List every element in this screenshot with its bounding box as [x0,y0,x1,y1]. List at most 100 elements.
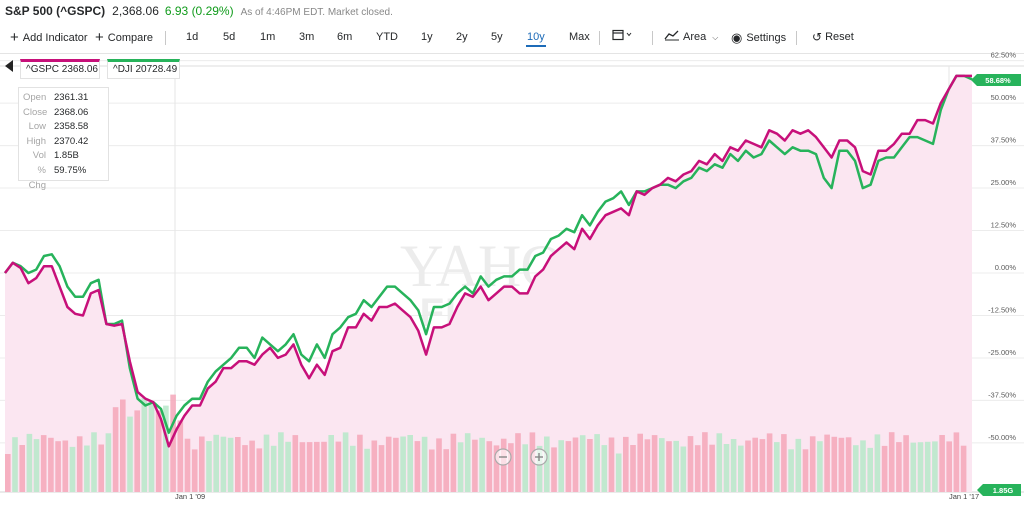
y-tick-label: 12.50% [991,221,1017,230]
legend-dji-label: ^DJI 20728.49 [113,64,178,75]
open-label: Open [23,92,47,103]
volume-bar [191,449,198,492]
y-tick-label: -37.50% [988,390,1016,399]
volume-bar [472,439,478,492]
volume-bar [946,441,952,492]
y-tick-label: 62.50% [991,51,1017,60]
price-change: 6.93 (0.29%) [164,4,234,18]
volume-bar [76,436,83,492]
volume-bar [903,435,909,492]
volume-bar [12,437,18,492]
volume-bar [155,410,162,492]
collapse-legend-icon[interactable] [5,60,13,72]
volume-bar [838,437,845,492]
volume-bar [457,442,464,492]
volume-bar [350,445,356,492]
market-status: As of 4:46PM EDT. Market closed. [240,7,393,18]
range-6m[interactable]: 6m [337,31,353,43]
volume-bar [199,436,205,492]
add-indicator-button[interactable]: + Add Indicator [10,22,88,53]
volume-bar [170,394,176,492]
volume-bar [242,445,248,492]
quote-header: S&P 500 (^GSPC) 2,368.06 6.93 (0.29%) As… [5,4,393,18]
dji-series-line [4,74,973,434]
zoom-in-button[interactable] [530,448,548,466]
zoom-out-button[interactable] [494,448,512,466]
volume-bar [342,432,349,492]
volume-bar [421,436,428,492]
volume-bar [26,433,33,492]
high-value: 2370.42 [54,135,89,147]
settings-button[interactable]: ◉ Settings [731,22,786,53]
legend-dji[interactable]: ^DJI 20728.49 [107,59,180,79]
range-3m[interactable]: 3m [299,31,315,43]
low-value: 2358.58 [54,121,89,133]
volume-bar [522,444,528,492]
volume-bar [479,437,485,492]
y-tick-label: -25.00% [988,348,1016,357]
volume-bar [62,440,69,492]
volume-bar [644,439,651,492]
volume-bar [881,445,888,492]
range-5d[interactable]: 5d [223,31,236,43]
volume-bar [429,449,435,492]
volume-bar [680,446,687,492]
volume-bar [953,432,960,492]
range-2y[interactable]: 2y [456,31,468,43]
volume-bar [220,436,227,492]
close-value: 2368.06 [54,106,89,118]
volume-bar [845,437,852,492]
range-1m[interactable]: 1m [260,31,276,43]
volume-bar [594,434,600,492]
range-1d[interactable]: 1d [186,31,199,43]
volume-bar [515,433,521,492]
toolbar-divider [652,31,653,45]
range-5y[interactable]: 5y [491,31,503,43]
volume-bar [98,444,104,492]
settings-label: Settings [746,32,787,44]
volume-bar [608,437,615,492]
volume-bar [486,441,493,492]
volume-bar [917,442,924,492]
volume-bar [558,440,564,492]
volume-bar [694,445,701,492]
volume-bar [738,445,744,492]
volume-bar [932,441,938,492]
volume-bar [781,434,787,492]
volume-bar [551,447,557,492]
date-range-button[interactable] [612,22,634,53]
volume-bar [256,448,263,492]
volume-bar [637,433,643,492]
volume-bar [788,449,794,492]
range-ytd[interactable]: YTD [376,31,398,43]
volume-bar [436,438,442,492]
range-1y[interactable]: 1y [421,31,433,43]
legend-gspc[interactable]: ^GSPC 2368.06 [20,59,100,79]
volume-bar [587,439,593,492]
open-value: 2361.31 [54,92,89,103]
volume-bar [730,439,737,492]
vol-label: Vol [32,150,46,162]
range-max[interactable]: Max [569,31,590,43]
compare-button[interactable]: + Compare [95,22,153,53]
reset-icon: ↺ [812,30,823,44]
volume-bar [493,445,500,492]
volume-bar [910,442,917,492]
volume-bar [299,442,306,492]
volume-bar [278,432,284,492]
volume-bar [306,442,313,492]
plus-icon: + [95,29,104,46]
range-10y[interactable]: 10y [526,22,546,53]
volume-bar [443,449,449,492]
volume-bar [759,439,766,492]
low-label: Low [28,121,46,133]
ohlc-row-close: Close 2368.06 [23,106,104,121]
volume-bar [120,399,126,492]
chart-type-dropdown[interactable]: Area ⌵ [664,22,718,53]
volume-bar [565,441,572,492]
reset-button[interactable]: ↺ Reset [812,22,854,53]
volume-bar [285,441,291,492]
ohlc-row-open: Open 2361.31 [23,91,104,106]
volume-bar [464,433,471,492]
